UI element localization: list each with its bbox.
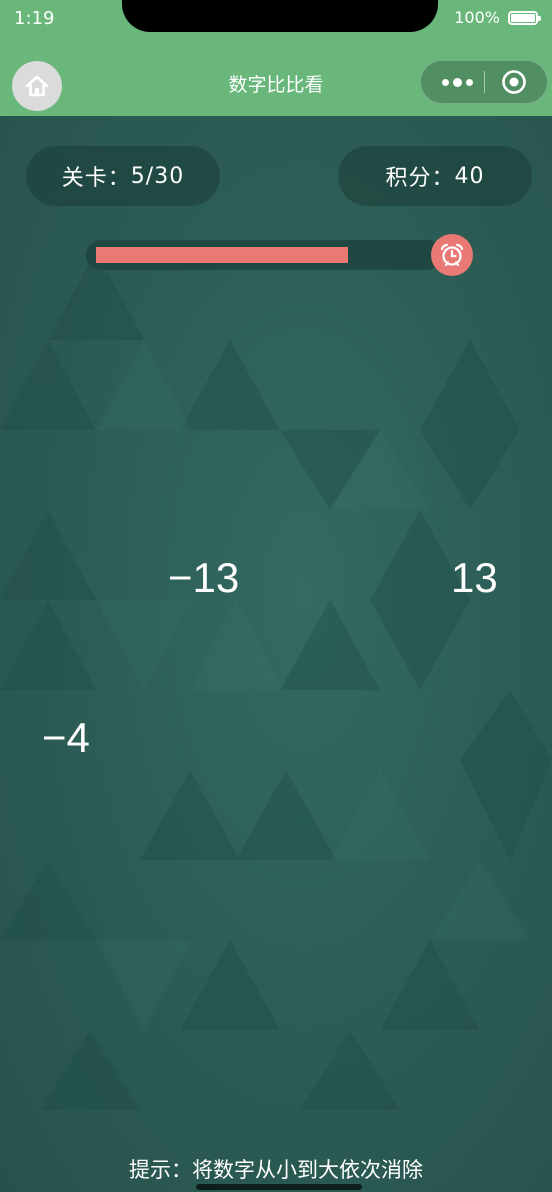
device-notch [122, 0, 438, 32]
score-label: 积分： [385, 166, 455, 191]
capsule-close-icon[interactable] [501, 69, 527, 95]
number-tile[interactable]: −13 [168, 554, 240, 601]
score-value: 40 [454, 163, 485, 189]
status-time: 1:19 [14, 8, 55, 29]
level-indicator: 关卡： 5/30 [26, 146, 220, 206]
status-indicators: 100% [454, 8, 542, 27]
more-dots-icon [441, 78, 449, 86]
nav-bar: 数字比比看 [0, 40, 552, 116]
capsule-divider [484, 71, 485, 93]
alarm-clock-icon [431, 234, 473, 276]
more-button[interactable] [435, 61, 479, 103]
number-tile[interactable]: 13 [451, 554, 498, 601]
battery-percent: 100% [454, 8, 500, 27]
home-indicator [196, 1184, 362, 1190]
timer-fill [96, 247, 348, 263]
number-tile[interactable]: −4 [42, 714, 90, 761]
home-button[interactable] [12, 61, 62, 111]
level-label: 关卡： [61, 166, 131, 191]
battery-icon [508, 10, 541, 25]
level-value: 5/30 [130, 163, 185, 189]
score-indicator: 积分： 40 [338, 146, 532, 206]
status-bar: 1:19 100% [0, 0, 552, 40]
timer-bar [86, 240, 442, 270]
hint-text: 提示：将数字从小到大依次消除 [129, 1158, 423, 1182]
mini-program-capsule [420, 60, 548, 104]
home-icon [25, 75, 49, 97]
page-title: 数字比比看 [228, 74, 324, 96]
